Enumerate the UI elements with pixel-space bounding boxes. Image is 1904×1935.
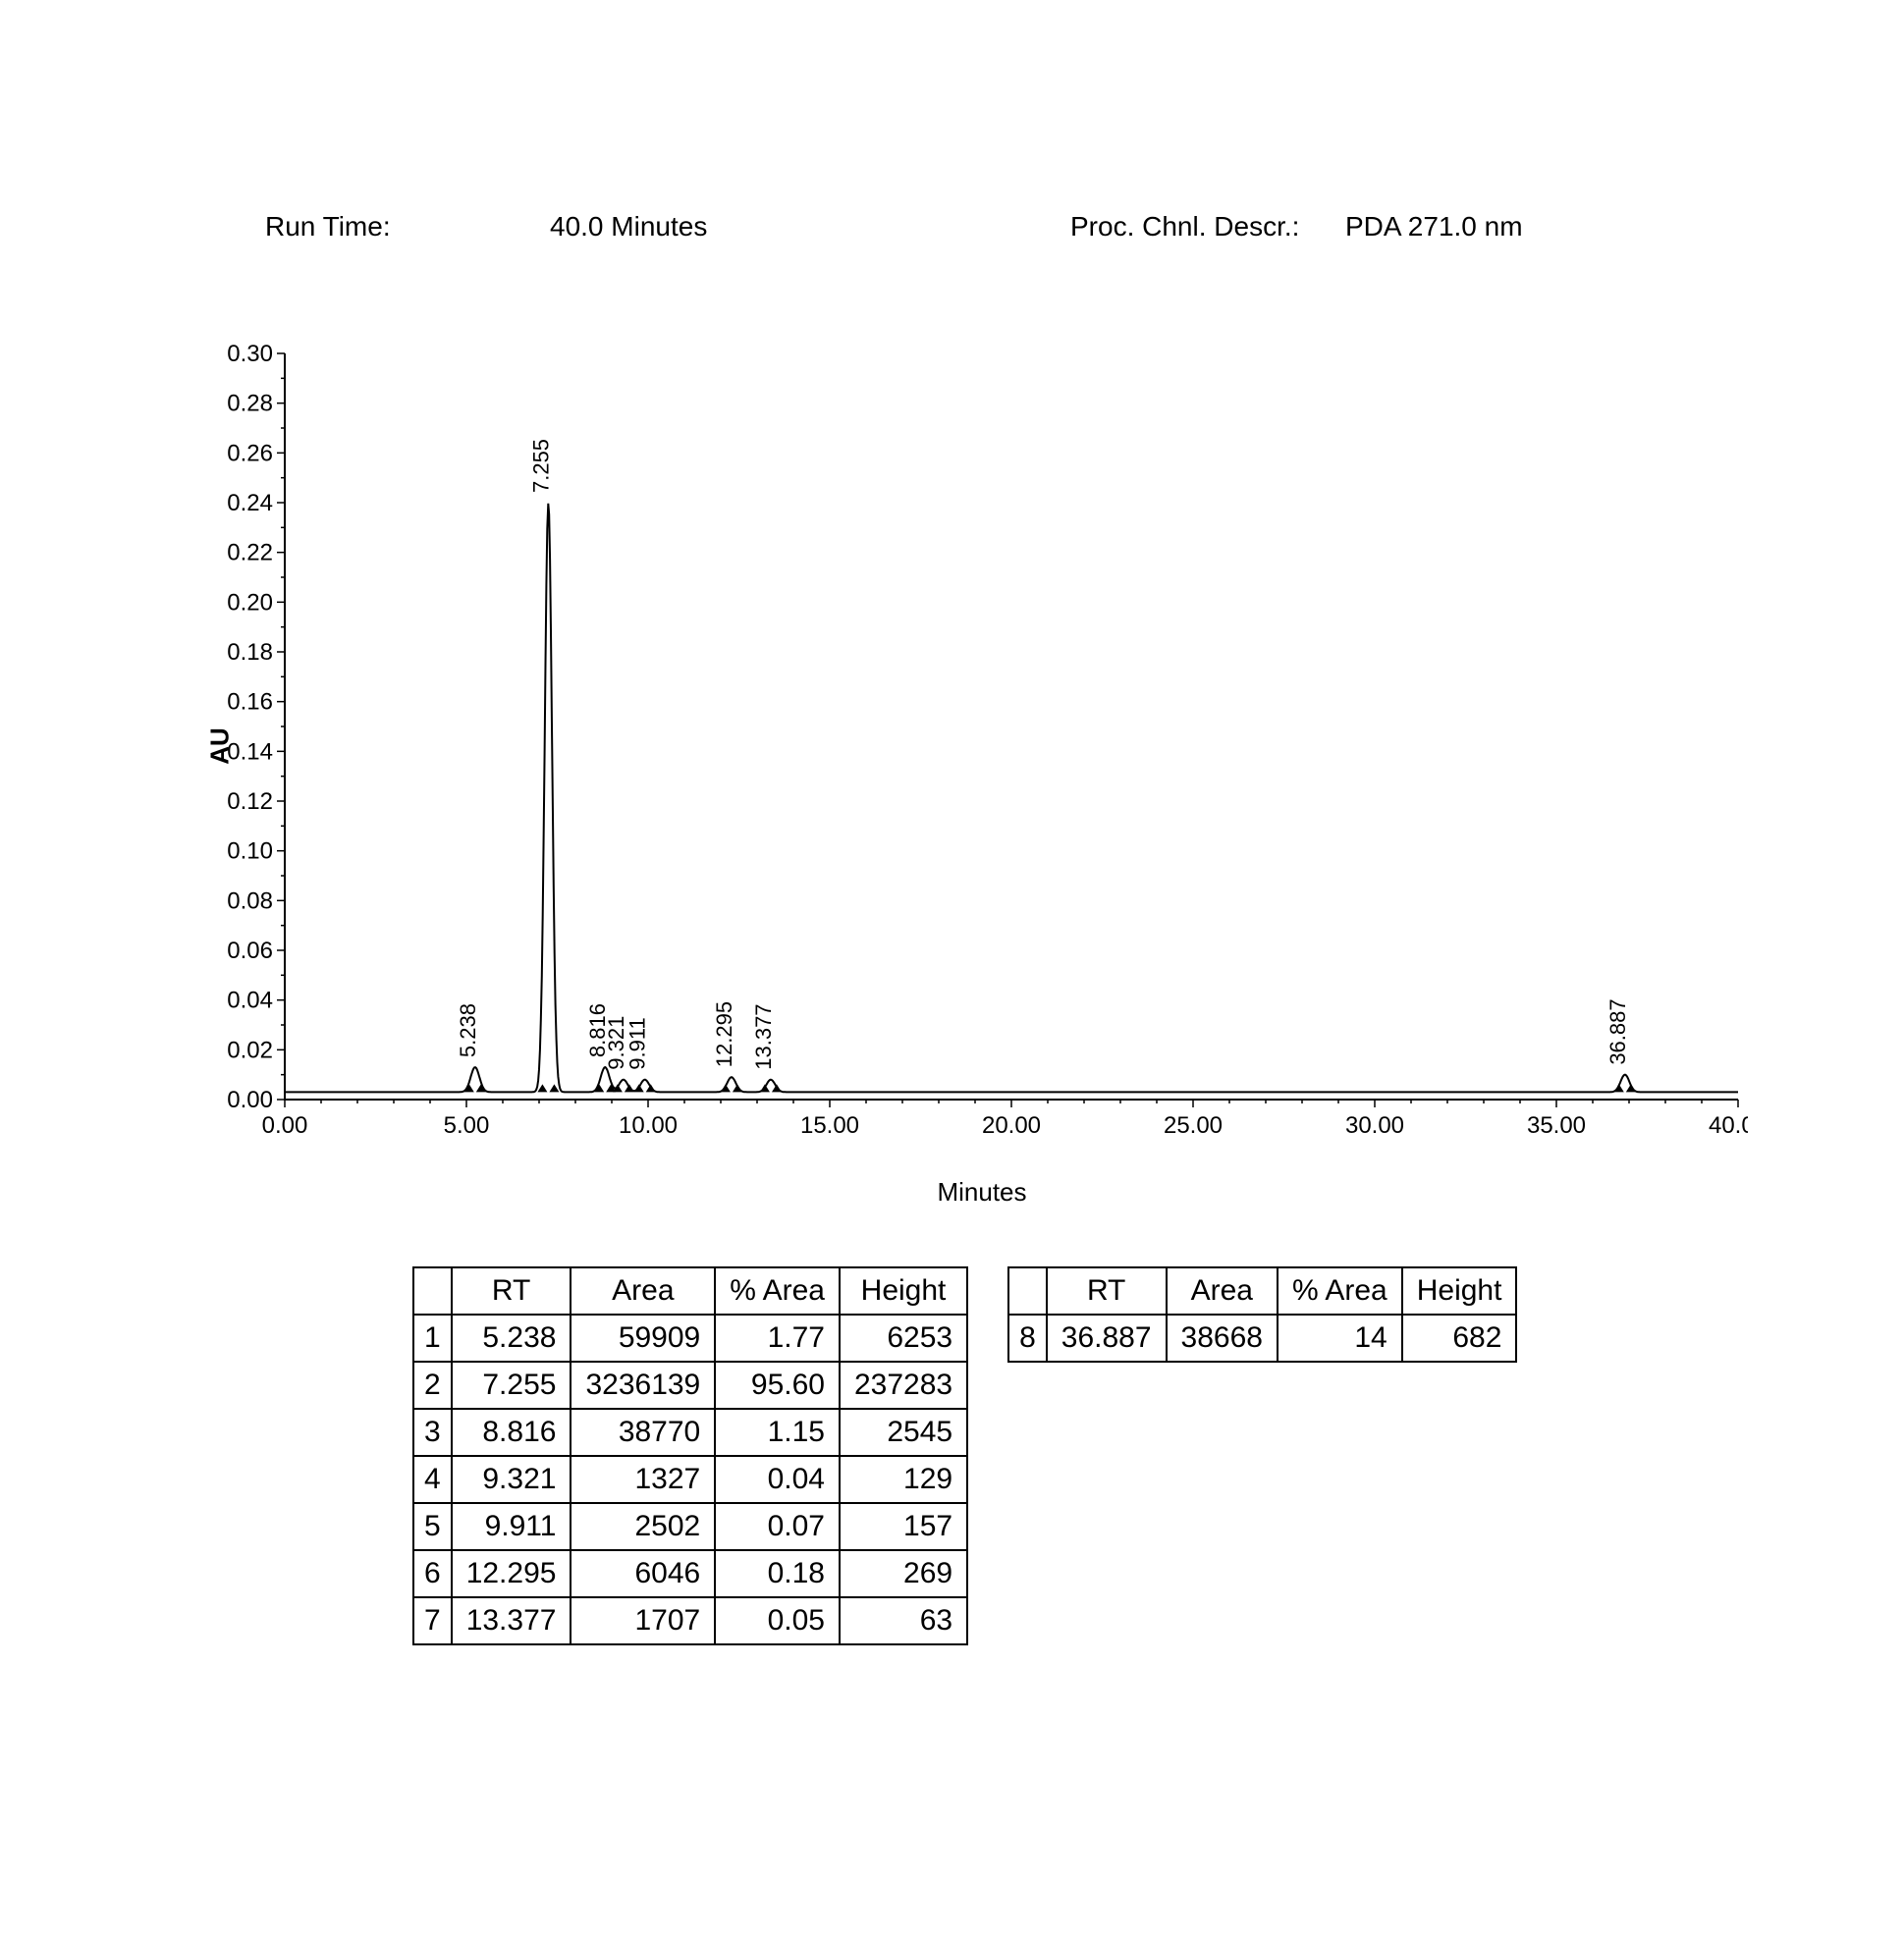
svg-text:0.12: 0.12	[227, 788, 273, 815]
svg-text:0.06: 0.06	[227, 938, 273, 964]
peak-table-2: RTArea% AreaHeight836.8873866814682	[1007, 1266, 1517, 1363]
proc-chnl-label: Proc. Chnl. Descr.:	[1070, 211, 1299, 242]
table-cell: 2545	[840, 1409, 967, 1456]
peak-label: 13.377	[751, 1003, 776, 1069]
table-cell: 4	[413, 1456, 452, 1503]
svg-text:0.26: 0.26	[227, 440, 273, 466]
svg-text:35.00: 35.00	[1527, 1112, 1586, 1139]
table-cell: 7.255	[452, 1362, 571, 1409]
table-row: 49.32113270.04129	[413, 1456, 967, 1503]
svg-text:0.08: 0.08	[227, 887, 273, 914]
x-axis-label: Minutes	[937, 1177, 1026, 1208]
table-cell: 237283	[840, 1362, 967, 1409]
table-cell: 59909	[571, 1315, 715, 1362]
chart-svg: 0.000.020.040.060.080.100.120.140.160.18…	[216, 344, 1748, 1149]
svg-text:0.04: 0.04	[227, 988, 273, 1014]
svg-text:5.00: 5.00	[444, 1112, 490, 1139]
chromatogram-chart: AU 0.000.020.040.060.080.100.120.140.160…	[216, 344, 1748, 1149]
table-cell: 14	[1278, 1315, 1402, 1362]
peak-table-1: RTArea% AreaHeight15.238599091.77625327.…	[412, 1266, 968, 1645]
table-cell: 5.238	[452, 1315, 571, 1362]
svg-text:40.00: 40.00	[1709, 1112, 1748, 1139]
table-cell: 0.05	[715, 1597, 840, 1644]
table-cell: 1707	[571, 1597, 715, 1644]
y-axis-label: AU	[204, 727, 235, 765]
table-cell: 682	[1402, 1315, 1517, 1362]
svg-text:20.00: 20.00	[982, 1112, 1041, 1139]
table-cell: 9.321	[452, 1456, 571, 1503]
table-cell: 95.60	[715, 1362, 840, 1409]
table-cell: 1	[413, 1315, 452, 1362]
table-row: 27.255323613995.60237283	[413, 1362, 967, 1409]
peak-label: 7.255	[528, 439, 553, 493]
table-cell: 3236139	[571, 1362, 715, 1409]
svg-text:0.20: 0.20	[227, 589, 273, 616]
table-cell: 2	[413, 1362, 452, 1409]
table-cell: 0.18	[715, 1550, 840, 1597]
table-cell: 129	[840, 1456, 967, 1503]
run-time-value: 40.0 Minutes	[550, 211, 707, 242]
run-time-label: Run Time:	[265, 211, 391, 242]
peak-label: 9.911	[626, 1017, 650, 1069]
table-cell: 13.377	[452, 1597, 571, 1644]
peak-label: 5.238	[456, 1003, 480, 1057]
col-header: Height	[840, 1267, 967, 1315]
col-header	[1008, 1267, 1047, 1315]
col-header: Area	[571, 1267, 715, 1315]
svg-text:25.00: 25.00	[1164, 1112, 1223, 1139]
table-cell: 8	[1008, 1315, 1047, 1362]
col-header: % Area	[715, 1267, 840, 1315]
table-cell: 9.911	[452, 1503, 571, 1550]
svg-text:30.00: 30.00	[1345, 1112, 1404, 1139]
table-cell: 5	[413, 1503, 452, 1550]
table-cell: 0.04	[715, 1456, 840, 1503]
table-cell: 38770	[571, 1409, 715, 1456]
table-cell: 157	[840, 1503, 967, 1550]
peak-tables: RTArea% AreaHeight15.238599091.77625327.…	[412, 1266, 1517, 1645]
table-cell: 6	[413, 1550, 452, 1597]
table-row: 59.91125020.07157	[413, 1503, 967, 1550]
svg-text:15.00: 15.00	[800, 1112, 859, 1139]
proc-chnl-value: PDA 271.0 nm	[1345, 211, 1523, 242]
svg-text:0.00: 0.00	[262, 1112, 308, 1139]
table-cell: 1.15	[715, 1409, 840, 1456]
table-row: 15.238599091.776253	[413, 1315, 967, 1362]
svg-text:0.02: 0.02	[227, 1037, 273, 1063]
col-header: RT	[1047, 1267, 1167, 1315]
svg-text:0.24: 0.24	[227, 490, 273, 516]
svg-text:0.18: 0.18	[227, 639, 273, 666]
col-header: RT	[452, 1267, 571, 1315]
peak-label: 36.887	[1605, 998, 1630, 1064]
table-cell: 0.07	[715, 1503, 840, 1550]
col-header: Height	[1402, 1267, 1517, 1315]
table-cell: 1327	[571, 1456, 715, 1503]
table-cell: 2502	[571, 1503, 715, 1550]
table-cell: 269	[840, 1550, 967, 1597]
col-header: % Area	[1278, 1267, 1402, 1315]
svg-text:10.00: 10.00	[619, 1112, 678, 1139]
table-cell: 6046	[571, 1550, 715, 1597]
svg-text:0.10: 0.10	[227, 838, 273, 865]
col-header	[413, 1267, 452, 1315]
svg-text:0.28: 0.28	[227, 391, 273, 417]
table-cell: 6253	[840, 1315, 967, 1362]
table-cell: 7	[413, 1597, 452, 1644]
table-cell: 12.295	[452, 1550, 571, 1597]
table-cell: 63	[840, 1597, 967, 1644]
col-header: Area	[1167, 1267, 1278, 1315]
table-cell: 36.887	[1047, 1315, 1167, 1362]
svg-text:0.00: 0.00	[227, 1087, 273, 1113]
table-cell: 1.77	[715, 1315, 840, 1362]
peak-label: 12.295	[712, 1001, 736, 1067]
table-row: 836.8873866814682	[1008, 1315, 1516, 1362]
table-row: 612.29560460.18269	[413, 1550, 967, 1597]
svg-text:0.22: 0.22	[227, 540, 273, 566]
table-cell: 8.816	[452, 1409, 571, 1456]
svg-text:0.30: 0.30	[227, 344, 273, 367]
table-row: 38.816387701.152545	[413, 1409, 967, 1456]
table-cell: 3	[413, 1409, 452, 1456]
table-row: 713.37717070.0563	[413, 1597, 967, 1644]
table-cell: 38668	[1167, 1315, 1278, 1362]
svg-text:0.16: 0.16	[227, 689, 273, 716]
